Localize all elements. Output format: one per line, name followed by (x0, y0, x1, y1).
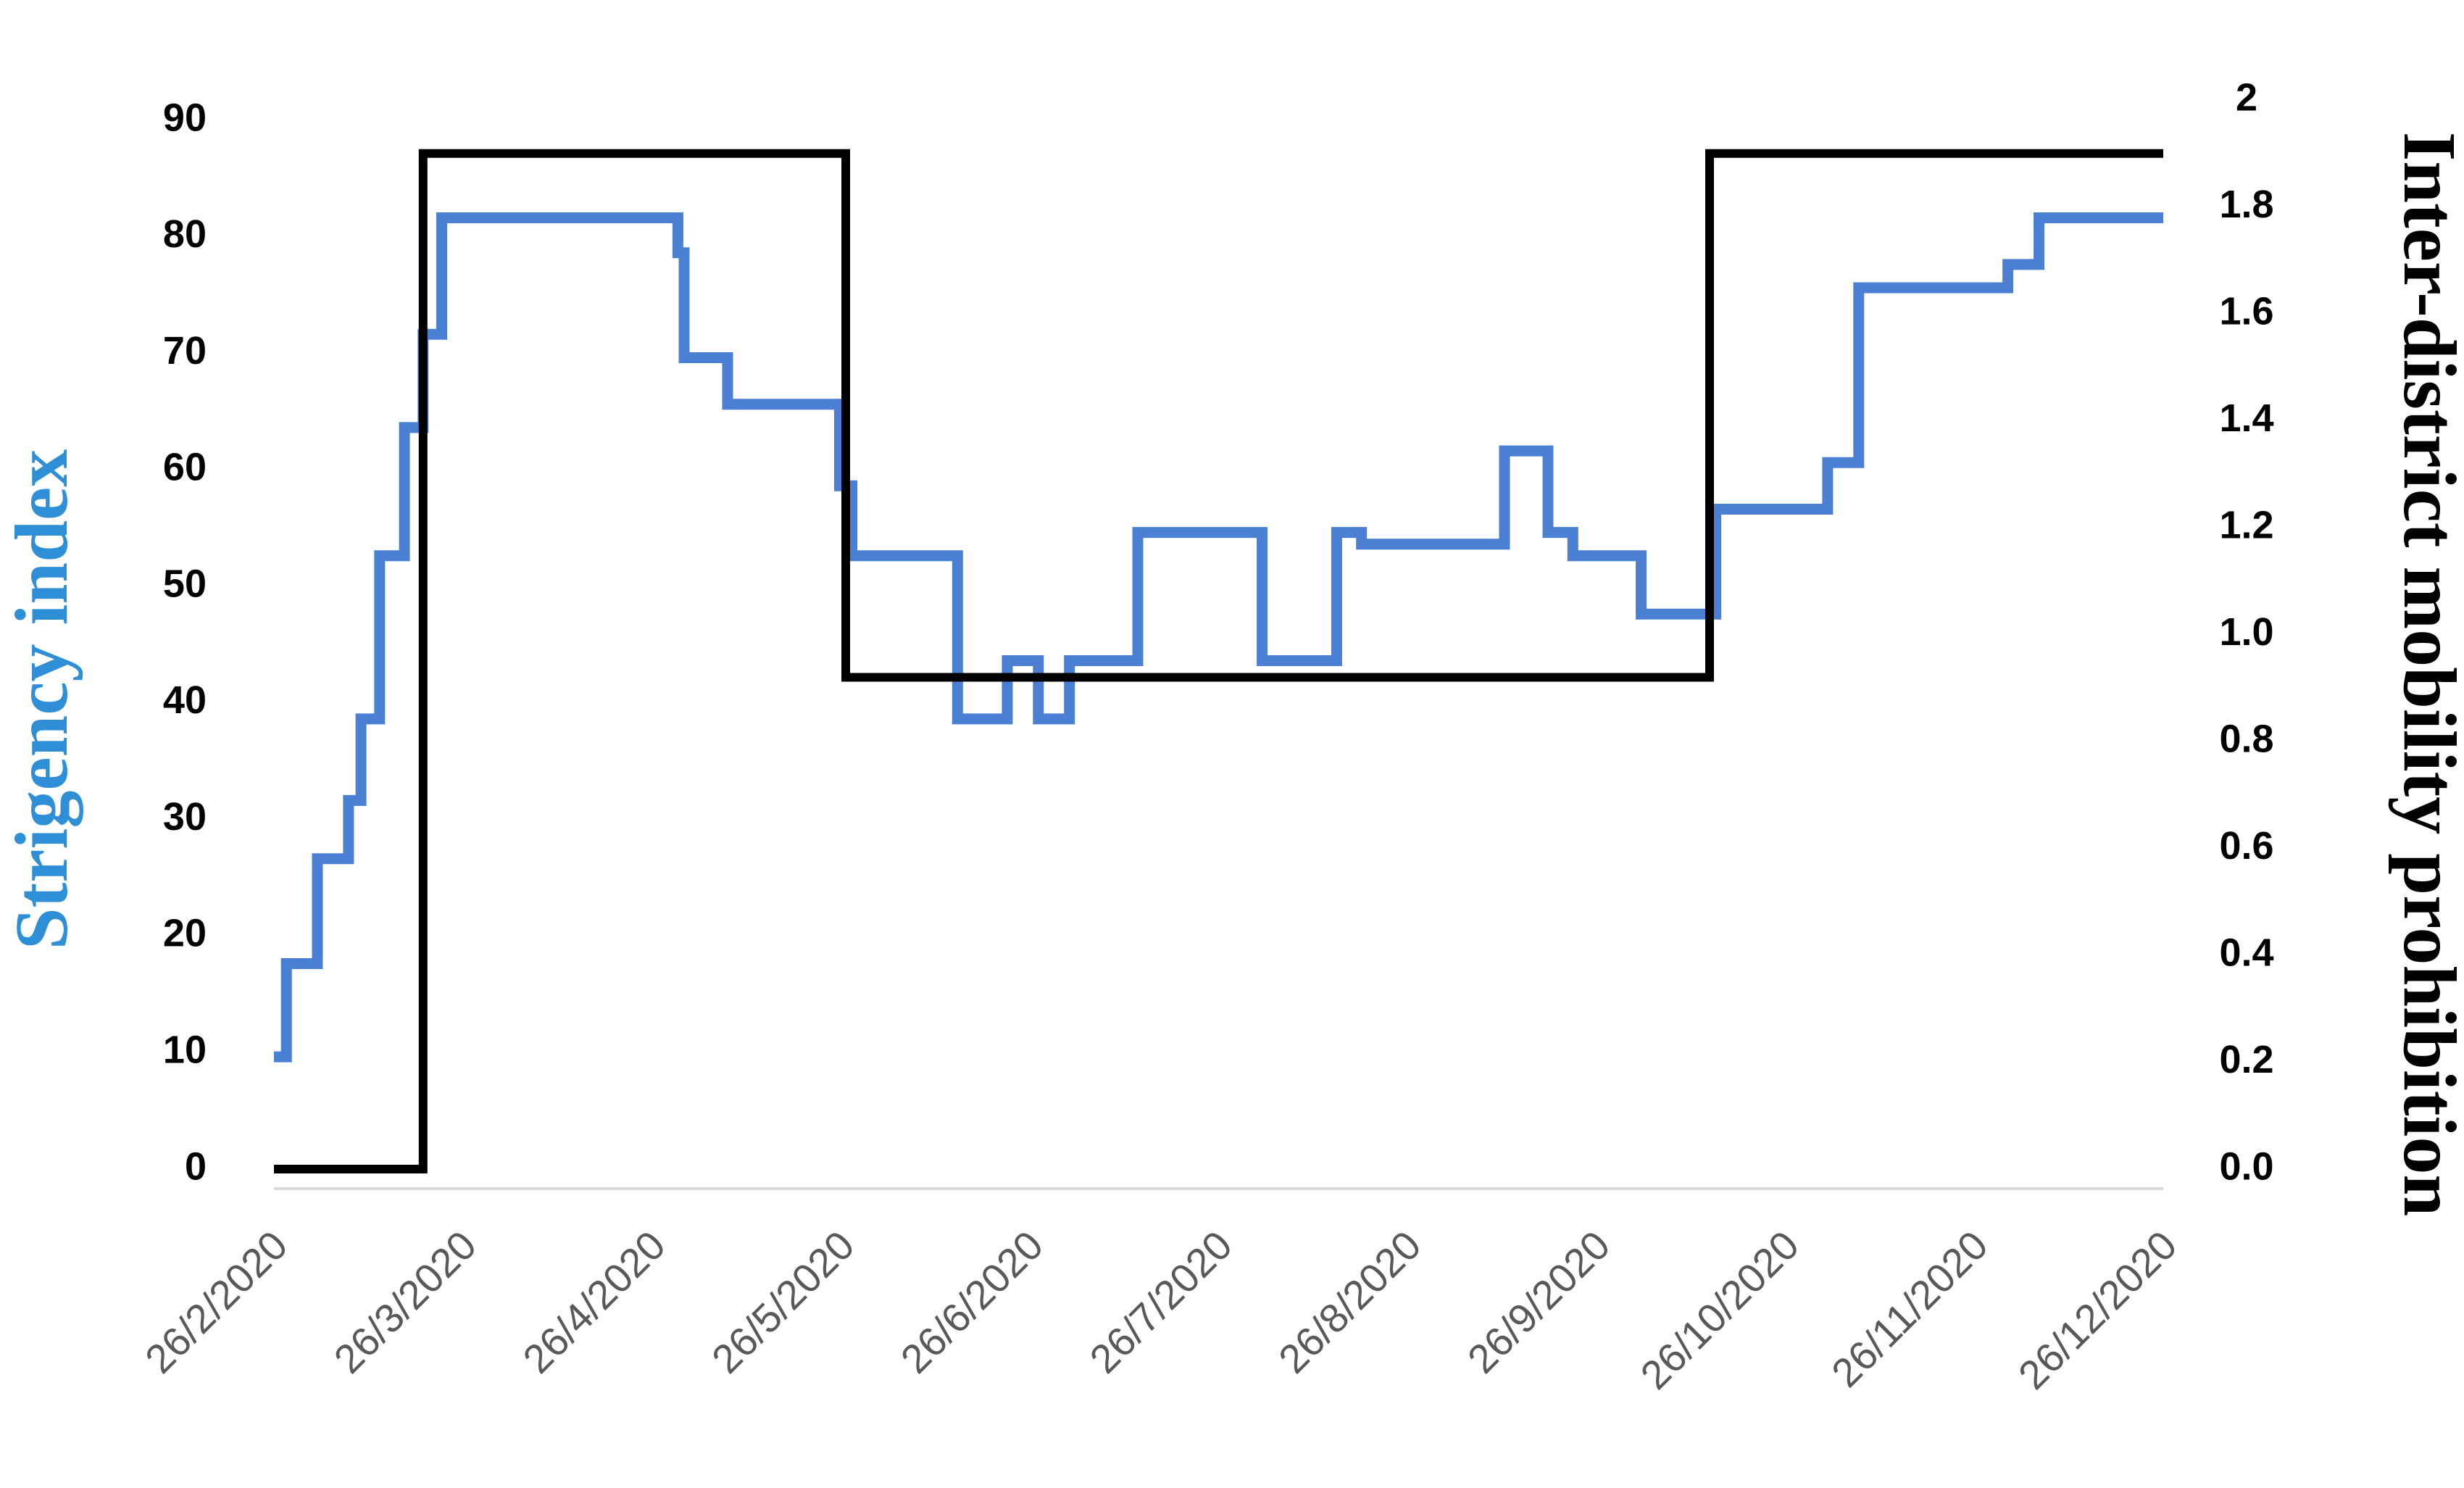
mobility-prohibition-line (274, 149, 2163, 1173)
x-tick-label: 26/11/2020 (1823, 1222, 1997, 1396)
x-tick-label: 26/4/2020 (514, 1222, 674, 1382)
left-tick-label: 40 (163, 678, 207, 722)
left-axis-ticks: 0 10 20 30 40 50 60 70 80 90 (163, 96, 207, 1188)
right-tick-label: 2 (2236, 75, 2257, 119)
x-tick-label: 26/10/2020 (1631, 1222, 1807, 1398)
right-tick-label: 0.4 (2219, 931, 2273, 974)
left-tick-label: 90 (163, 96, 207, 139)
left-tick-label: 30 (163, 795, 207, 839)
x-axis-ticks: 26/2/2020 26/3/2020 26/4/2020 26/5/2020 26/6… (136, 1222, 2186, 1398)
left-tick-label: 20 (163, 912, 207, 955)
right-tick-label: 1.8 (2219, 183, 2273, 226)
x-tick-label: 26/7/2020 (1081, 1222, 1241, 1382)
x-tick-label: 26/3/2020 (325, 1222, 485, 1382)
right-tick-label: 1.2 (2219, 503, 2273, 546)
x-tick-label: 26/2/2020 (136, 1222, 296, 1382)
right-axis-ticks: 0.0 0.2 0.4 0.6 0.8 1.0 1.2 1.4 1.6 1.8 2 (2219, 75, 2273, 1188)
x-tick-label: 26/12/2020 (2010, 1222, 2186, 1398)
x-tick-label: 26/5/2020 (703, 1222, 863, 1382)
right-tick-label: 0.6 (2219, 824, 2273, 868)
left-tick-label: 70 (163, 329, 207, 373)
right-tick-label: 0.8 (2219, 717, 2273, 760)
x-tick-label: 26/9/2020 (1459, 1222, 1619, 1382)
left-tick-label: 60 (163, 446, 207, 489)
left-tick-label: 0 (185, 1144, 207, 1188)
right-tick-label: 1.4 (2219, 396, 2273, 440)
left-axis-title: Strigency index (0, 449, 83, 949)
x-tick-label: 26/8/2020 (1270, 1222, 1430, 1382)
series-layer (274, 149, 2163, 1173)
right-tick-label: 0.2 (2219, 1038, 2273, 1081)
stringency-index-line (274, 212, 2163, 1063)
right-tick-label: 0.0 (2219, 1144, 2273, 1188)
right-tick-label: 1.6 (2219, 289, 2273, 333)
x-tick-label: 26/6/2020 (892, 1222, 1052, 1382)
left-tick-label: 80 (163, 212, 207, 256)
left-tick-label: 10 (163, 1028, 207, 1071)
right-axis-title: Inter-district mobility prohibition (2388, 132, 2464, 1216)
right-tick-label: 1.0 (2219, 610, 2273, 654)
left-tick-label: 50 (163, 562, 207, 605)
